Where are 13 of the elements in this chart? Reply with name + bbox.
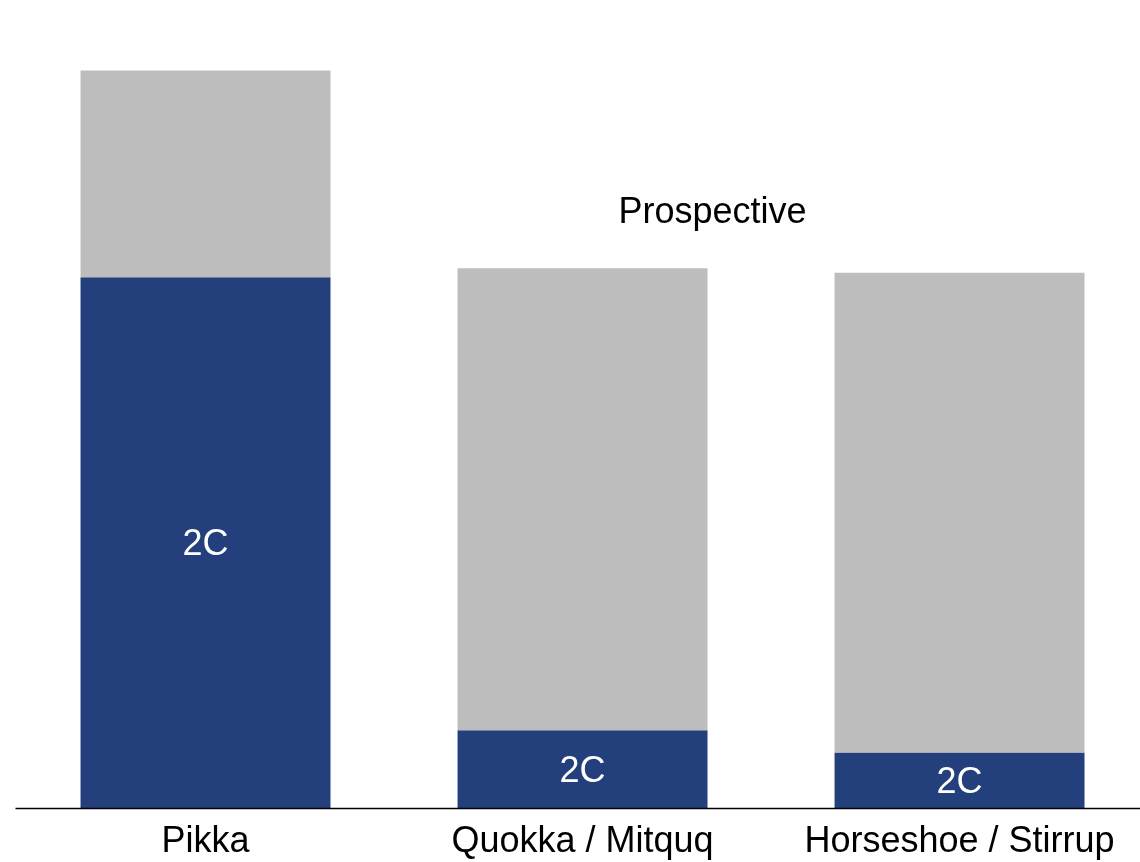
x-tick-label: Horseshoe / Stirrup [804, 818, 1115, 860]
bar [457, 268, 708, 731]
text: 2C [559, 748, 606, 790]
x-tick-label: Pikka [161, 818, 251, 860]
bar [80, 277, 331, 809]
bar [457, 730, 708, 809]
x-tick-label: Quokka / Mitquq [451, 818, 714, 860]
bar [834, 752, 1085, 809]
bar [80, 70, 331, 278]
series-label: 2C [936, 759, 983, 801]
series-label: Prospective [618, 189, 807, 231]
text: 2C [182, 522, 229, 564]
bar [834, 272, 1085, 753]
